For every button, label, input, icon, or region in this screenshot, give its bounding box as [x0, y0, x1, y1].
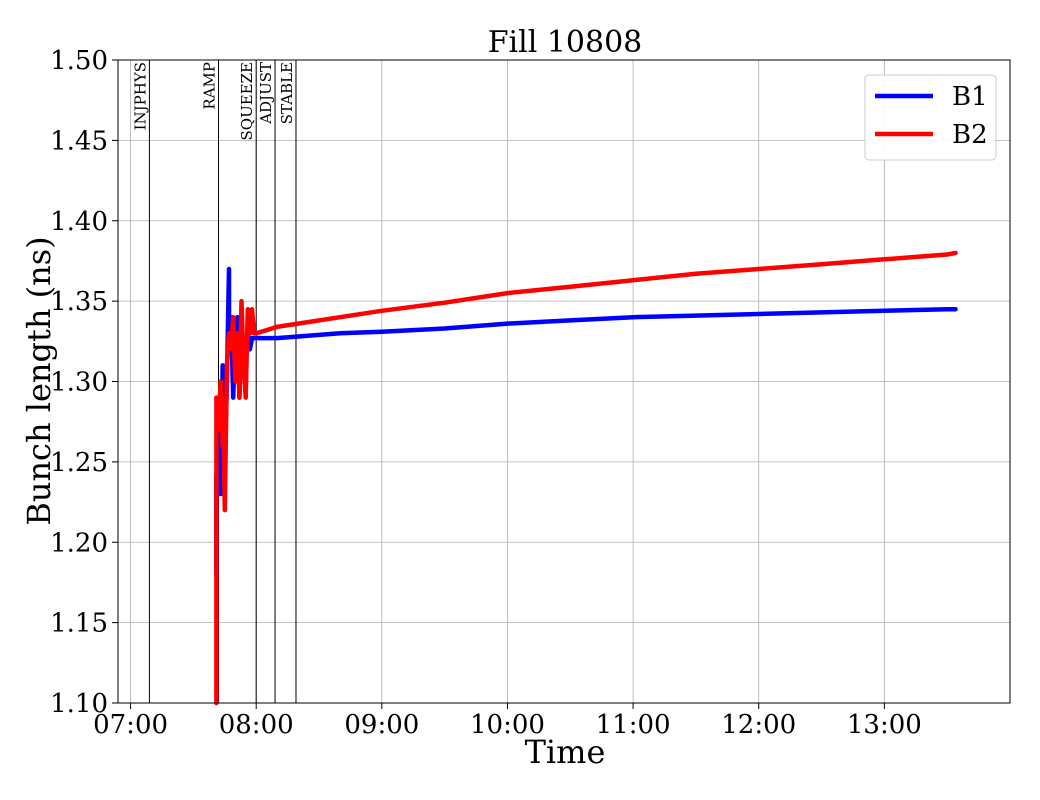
x-tick-label: 08:00: [219, 710, 294, 740]
x-tick-label: 13:00: [847, 710, 922, 740]
chart-title: Fill 10808: [488, 25, 643, 60]
y-tick-label: 1.20: [50, 528, 108, 558]
grid: [118, 59, 1010, 704]
y-tick-label: 1.15: [50, 609, 108, 639]
x-tick-label: 12:00: [721, 710, 796, 740]
y-axis-ticks: 1.10 1.15 1.20 1.25 1.30 1.35 1.40 1.45 1.50: [50, 46, 118, 719]
legend-label-b1: B1: [952, 82, 988, 112]
series-line-b1: [214, 266, 958, 577]
y-tick-label: 1.30: [50, 368, 108, 398]
y-tick-label: 1.45: [50, 126, 108, 156]
y-tick-label: 1.50: [50, 46, 108, 76]
x-tick-label: 11:00: [596, 710, 671, 740]
x-axis-ticks: 07:00 08:00 09:00 10:00 11:00 12:00 13:00: [93, 703, 922, 740]
phase-markers: INJPHYS RAMP SQUEEZE ADJUST STABLE: [131, 60, 297, 703]
phase-label: ADJUST: [257, 62, 275, 125]
phase-label: RAMP: [201, 62, 219, 110]
phase-label: SQUEEZE: [238, 62, 256, 141]
x-tick-label: 09:00: [344, 710, 419, 740]
series-line-b2: [214, 250, 958, 706]
y-tick-label: 1.10: [50, 689, 108, 719]
y-tick-label: 1.35: [50, 287, 108, 317]
phase-label: STABLE: [278, 62, 296, 124]
x-tick-label: 10:00: [470, 710, 545, 740]
y-tick-label: 1.40: [50, 207, 108, 237]
phase-label: INJPHYS: [131, 62, 149, 130]
plot-area: [214, 250, 958, 706]
y-axis-label: Bunch length (ns): [20, 236, 58, 525]
legend-label-b2: B2: [952, 120, 988, 150]
y-tick-label: 1.25: [50, 448, 108, 478]
x-axis-label: Time: [525, 733, 606, 771]
x-tick-label: 07:00: [93, 710, 168, 740]
